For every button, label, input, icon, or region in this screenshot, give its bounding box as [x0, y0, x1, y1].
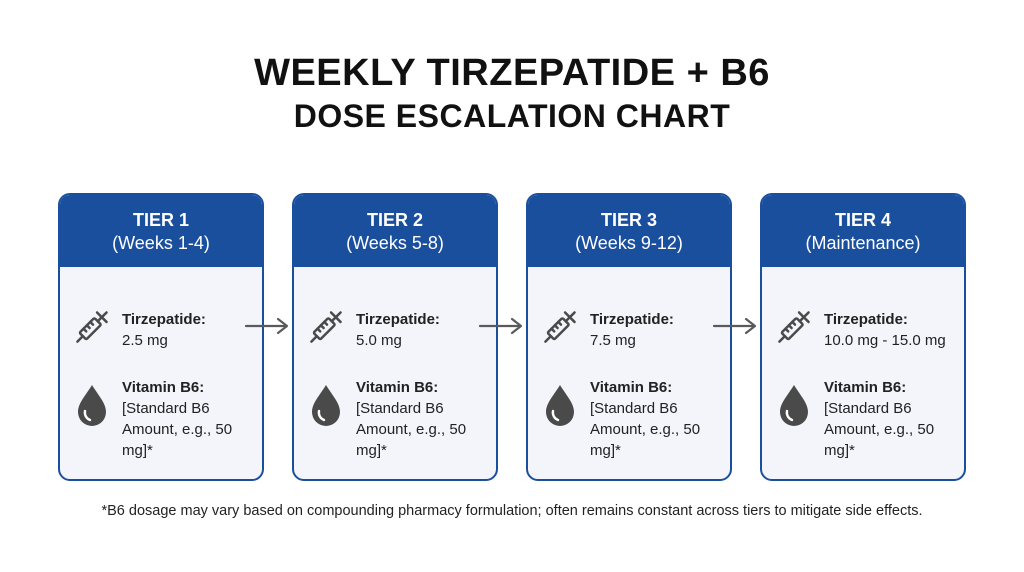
tier-name: TIER 4: [834, 210, 891, 230]
syringe-icon: [310, 311, 342, 343]
vitamin-b6-label: Vitamin B6:: [356, 379, 439, 396]
tier-period: (Maintenance): [805, 233, 921, 253]
tirzepatide-label: Tirzepatide:: [122, 311, 206, 328]
chart-title: WEEKLY TIRZEPATIDE + B6: [254, 52, 770, 94]
vitamin-b6-dose: [Standard B6 Amount, e.g., 50 mg]*: [356, 400, 467, 459]
droplet-icon: [312, 385, 340, 426]
tier-card-1: TIER 1 (Weeks 1-4) Tirzepatide: 2.5 mg: [58, 193, 264, 481]
tirzepatide-dose: 7.5 mg: [590, 332, 636, 349]
tier-header: TIER 4 (Maintenance): [762, 195, 964, 267]
syringe-icon: [76, 311, 108, 343]
tier-header: TIER 1 (Weeks 1-4): [60, 195, 262, 267]
tier-card-3: TIER 3 (Weeks 9-12) Tirzepatide: 7.5 mg: [526, 193, 732, 481]
vitamin-b6-label: Vitamin B6:: [122, 379, 205, 396]
vitamin-b6-dose: [Standard B6 Amount, e.g., 50 mg]*: [824, 400, 935, 459]
footnote: *B6 dosage may vary based on compounding…: [101, 503, 923, 519]
arrow-right-icon: [244, 317, 289, 335]
chart-subtitle: DOSE ESCALATION CHART: [293, 98, 731, 134]
vitamin-b6-label: Vitamin B6:: [824, 379, 907, 396]
tirzepatide-label: Tirzepatide:: [356, 311, 440, 328]
droplet-icon: [546, 385, 574, 426]
tier-name: TIER 2: [366, 210, 423, 230]
tirzepatide-dose: 2.5 mg: [122, 332, 168, 349]
tier-name: TIER 1: [132, 210, 189, 230]
tier-name: TIER 3: [600, 210, 657, 230]
tier-header: TIER 3 (Weeks 9-12): [528, 195, 730, 267]
tier-card-4: TIER 4 (Maintenance) Tirzepatide: 10.0 m…: [760, 193, 966, 481]
arrow-right-icon: [478, 317, 523, 335]
arrow-right-icon: [712, 317, 757, 335]
tier-period: (Weeks 5-8): [346, 233, 444, 253]
droplet-icon: [78, 385, 106, 426]
tier-card-2: TIER 2 (Weeks 5-8) Tirzepatide: 5.0 mg: [292, 193, 498, 481]
droplet-icon: [780, 385, 808, 426]
syringe-icon: [778, 311, 810, 343]
vitamin-b6-label: Vitamin B6:: [590, 379, 673, 396]
tirzepatide-label: Tirzepatide:: [590, 311, 674, 328]
tier-period: (Weeks 1-4): [112, 233, 210, 253]
tirzepatide-dose: 10.0 mg - 15.0 mg: [824, 332, 946, 349]
tier-period: (Weeks 9-12): [575, 233, 683, 253]
tirzepatide-dose: 5.0 mg: [356, 332, 402, 349]
vitamin-b6-dose: [Standard B6 Amount, e.g., 50 mg]*: [122, 400, 233, 459]
tier-header: TIER 2 (Weeks 5-8): [294, 195, 496, 267]
syringe-icon: [544, 311, 576, 343]
vitamin-b6-dose: [Standard B6 Amount, e.g., 50 mg]*: [590, 400, 701, 459]
tirzepatide-label: Tirzepatide:: [824, 311, 908, 328]
